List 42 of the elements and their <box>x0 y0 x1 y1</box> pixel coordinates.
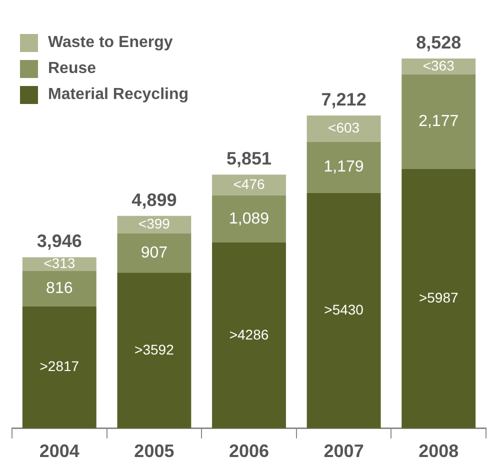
x-tick-label: 2005 <box>134 441 174 462</box>
total-label: 5,851 <box>226 148 272 169</box>
bar <box>212 174 286 196</box>
x-tick-label: 2006 <box>228 441 270 462</box>
bar <box>117 272 192 428</box>
total-label: 8,528 <box>416 32 462 52</box>
x-tick-label: 2008 <box>418 441 459 462</box>
bar <box>306 192 381 428</box>
data-label: 1,089 <box>228 210 270 228</box>
bar <box>22 306 96 428</box>
bar <box>117 233 192 273</box>
data-label: <399 <box>138 215 170 232</box>
data-label: <313 <box>44 254 76 271</box>
bar <box>22 270 96 306</box>
data-label: <476 <box>233 176 265 192</box>
total-label: 7,212 <box>321 90 366 110</box>
bar <box>212 242 286 428</box>
legend-label: Material Recycling <box>48 86 188 104</box>
data-label: >2817 <box>40 358 80 374</box>
total-label: 3,946 <box>36 231 82 252</box>
legend-label: Waste to Energy <box>48 34 173 52</box>
bar <box>306 116 381 142</box>
bar <box>306 142 381 193</box>
bar <box>402 58 476 74</box>
legend-label: Reuse <box>48 60 96 78</box>
data-label: 2,177 <box>418 112 459 130</box>
x-tick-label: 2004 <box>39 441 80 462</box>
bar <box>402 74 476 169</box>
data-label: <363 <box>422 57 455 74</box>
data-label: >5987 <box>418 289 458 306</box>
bar <box>22 257 96 271</box>
data-label: 907 <box>140 244 168 262</box>
data-label: >3592 <box>134 341 174 358</box>
total-label: 4,899 <box>132 190 177 210</box>
bar <box>402 168 476 428</box>
x-tick-label: 2007 <box>324 441 364 462</box>
data-label: 816 <box>46 280 73 297</box>
data-label: >4286 <box>229 326 269 342</box>
bar <box>212 195 286 242</box>
data-label: >5430 <box>324 301 364 318</box>
data-label: 1,179 <box>324 158 364 176</box>
data-label: <603 <box>328 119 360 136</box>
